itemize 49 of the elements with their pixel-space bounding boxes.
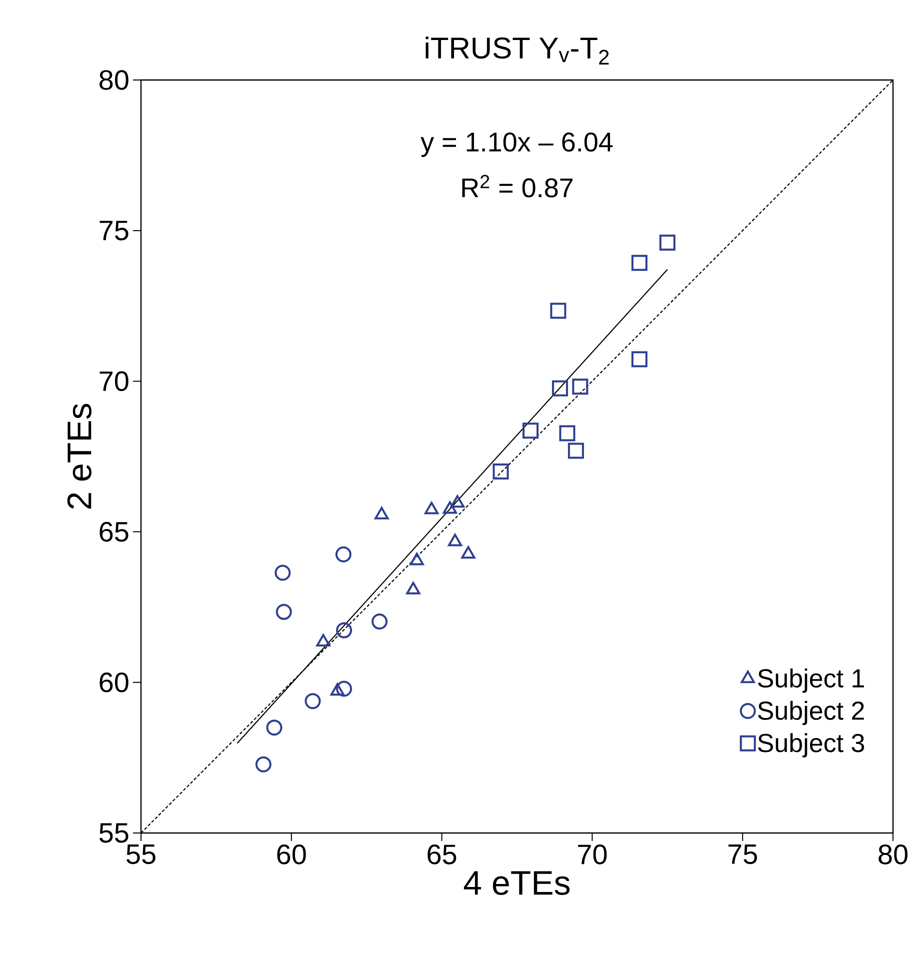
x-tick-label: 55 <box>126 844 156 864</box>
point <box>492 464 509 480</box>
point <box>450 495 465 508</box>
legend-label: Subject 2 <box>758 700 864 726</box>
x-tick-label: 75 <box>728 844 757 864</box>
point <box>266 720 282 736</box>
point <box>336 680 352 697</box>
point <box>374 506 389 520</box>
point <box>336 622 352 638</box>
y-tick-label: 70 <box>100 371 128 392</box>
point <box>442 501 457 514</box>
point <box>631 254 648 271</box>
point <box>550 302 566 319</box>
point <box>559 425 576 442</box>
y-axis-title: 2 eTEs <box>67 404 92 509</box>
x-tick-label: 70 <box>578 844 607 864</box>
point <box>372 614 388 630</box>
point <box>406 582 420 594</box>
legend-label: Subject 1 <box>758 668 864 693</box>
point <box>335 546 352 562</box>
point <box>572 378 588 395</box>
point <box>552 380 568 396</box>
y-tick-label: 60 <box>100 672 128 692</box>
point <box>424 502 439 514</box>
point <box>448 534 462 546</box>
x-tick-label: 60 <box>277 844 306 864</box>
point <box>316 634 330 647</box>
point <box>631 351 648 368</box>
point <box>568 442 584 459</box>
point <box>461 546 476 559</box>
y-tick-label: 55 <box>99 823 128 843</box>
point <box>276 604 292 620</box>
point <box>304 693 321 710</box>
point <box>255 756 272 772</box>
x-axis-title: 4 eTEs <box>464 871 570 895</box>
annotation: R$^{2}$ = 0.87 <box>462 174 573 198</box>
y-tick-label: 75 <box>100 220 128 240</box>
point <box>659 234 676 251</box>
point <box>410 552 424 566</box>
legend-label: Subject 3 <box>758 733 864 758</box>
point <box>274 564 291 581</box>
y-tick-label: 65 <box>100 522 128 542</box>
y-tick-label: 80 <box>100 70 128 90</box>
point <box>522 422 539 439</box>
x-tick-label: 65 <box>428 844 456 864</box>
annotation: y = 1.10x – 6.04 <box>420 132 613 157</box>
x-tick-label: 80 <box>878 844 908 864</box>
chart-title: iTRUST Y$_{v}$-T$_{2}$ <box>426 36 609 64</box>
point <box>330 683 344 696</box>
